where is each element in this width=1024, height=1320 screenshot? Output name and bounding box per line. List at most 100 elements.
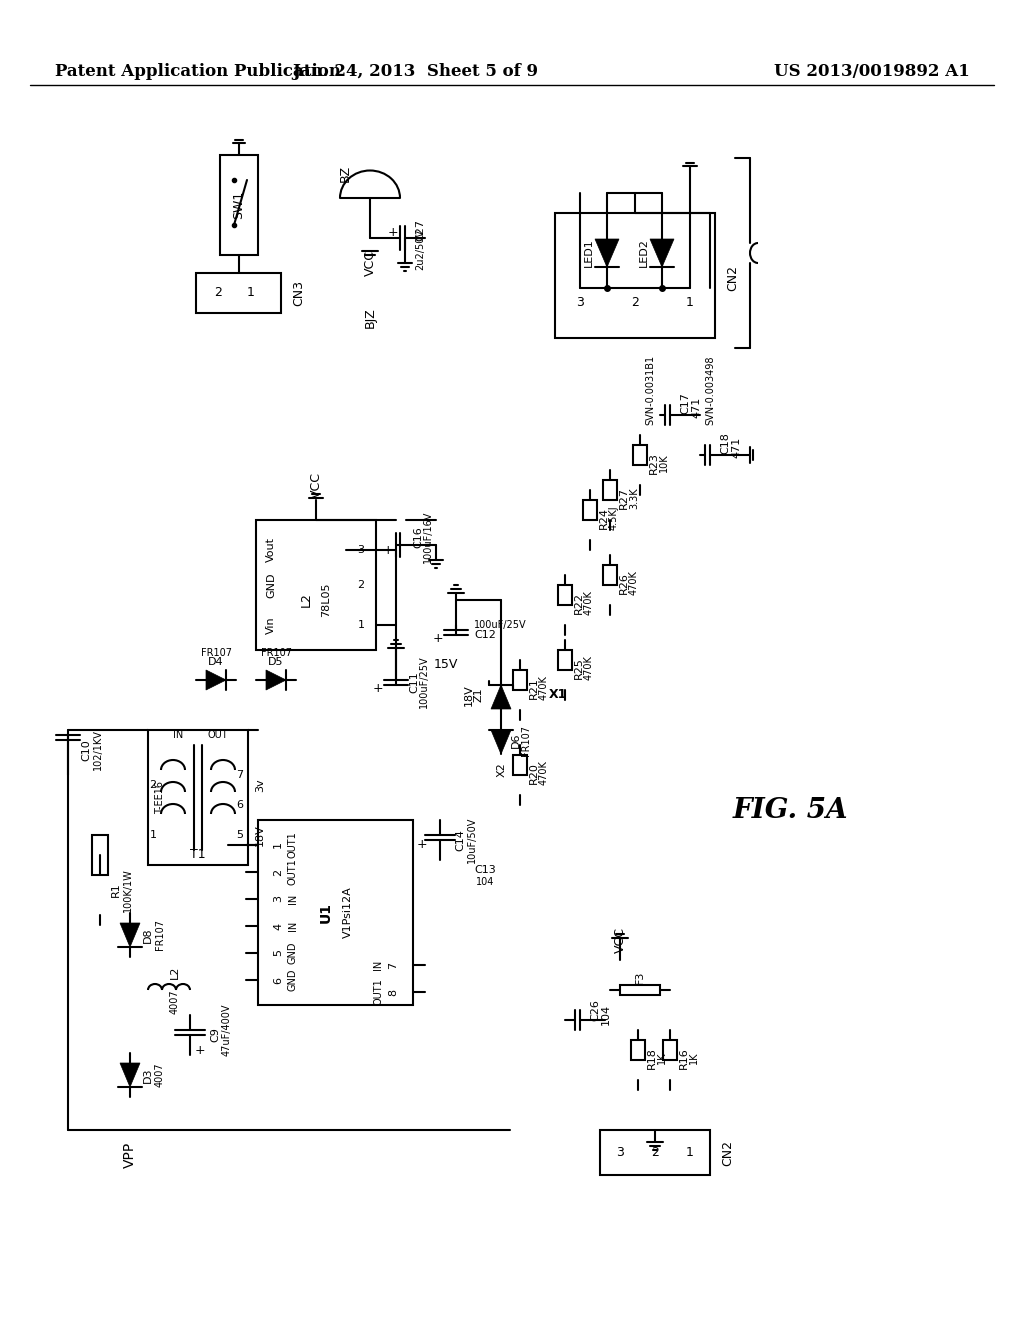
Bar xyxy=(633,445,647,465)
Text: 6: 6 xyxy=(273,977,283,983)
Text: 470K: 470K xyxy=(539,760,549,785)
Polygon shape xyxy=(120,1063,140,1086)
Text: SVN-0.0031B1: SVN-0.0031B1 xyxy=(645,355,655,425)
Text: D4: D4 xyxy=(208,657,224,667)
Text: CN2: CN2 xyxy=(722,1139,734,1166)
Text: X2: X2 xyxy=(497,763,507,777)
Text: 6: 6 xyxy=(237,800,244,810)
Text: FIG. 5A: FIG. 5A xyxy=(732,796,848,824)
Text: GND: GND xyxy=(288,941,298,964)
Bar xyxy=(558,649,572,671)
Text: VCC: VCC xyxy=(309,473,323,498)
Bar xyxy=(92,836,108,875)
Text: 4007: 4007 xyxy=(155,1063,165,1088)
Text: R24: R24 xyxy=(599,507,609,529)
Text: R26: R26 xyxy=(618,572,629,594)
Text: OUT1: OUT1 xyxy=(373,978,383,1006)
Text: 104: 104 xyxy=(476,876,495,887)
Text: GND: GND xyxy=(288,969,298,991)
Text: L2: L2 xyxy=(299,593,312,607)
Text: C14: C14 xyxy=(455,829,465,851)
Text: 470K: 470K xyxy=(584,656,594,680)
Polygon shape xyxy=(266,671,286,690)
Text: 1: 1 xyxy=(686,1146,694,1159)
Text: Patent Application Publication: Patent Application Publication xyxy=(55,63,341,81)
Bar xyxy=(620,985,660,995)
Text: 1: 1 xyxy=(686,297,694,309)
Text: +: + xyxy=(417,838,427,851)
Text: +: + xyxy=(383,544,393,557)
Text: D3: D3 xyxy=(143,1068,153,1082)
Text: IN: IN xyxy=(288,921,298,931)
Text: 100uF/25V: 100uF/25V xyxy=(419,656,429,709)
Text: OUT1: OUT1 xyxy=(288,858,298,886)
Text: 470K: 470K xyxy=(629,570,639,595)
Text: CN3: CN3 xyxy=(293,280,305,306)
Text: D5: D5 xyxy=(268,657,284,667)
Text: 471: 471 xyxy=(731,437,741,458)
Text: C13: C13 xyxy=(474,865,496,875)
Text: 1: 1 xyxy=(247,286,255,300)
Bar xyxy=(256,520,376,649)
Text: OUT1: OUT1 xyxy=(288,832,298,858)
Text: SVN-0.003498: SVN-0.003498 xyxy=(705,355,715,425)
Text: FR107: FR107 xyxy=(260,648,292,657)
Text: R25: R25 xyxy=(574,657,584,678)
Text: LED1: LED1 xyxy=(584,239,594,268)
Bar xyxy=(513,755,527,775)
Text: IN: IN xyxy=(173,730,183,741)
Text: R23: R23 xyxy=(649,451,659,474)
Bar xyxy=(603,565,617,585)
Bar xyxy=(148,730,248,865)
Text: BJZ: BJZ xyxy=(364,308,377,329)
Text: C17: C17 xyxy=(680,392,690,414)
Text: 3: 3 xyxy=(273,895,283,903)
Bar xyxy=(603,480,617,500)
Bar xyxy=(631,1040,645,1060)
Text: C10: C10 xyxy=(81,739,91,760)
Text: C11: C11 xyxy=(409,671,419,693)
Text: 100uF/25V: 100uF/25V xyxy=(474,620,526,630)
Text: L2: L2 xyxy=(170,965,180,978)
Text: VCC: VCC xyxy=(613,927,627,953)
Text: +: + xyxy=(195,1044,206,1056)
Text: 18V: 18V xyxy=(255,824,265,846)
Text: C12: C12 xyxy=(474,630,496,640)
Text: 7: 7 xyxy=(237,770,244,780)
Text: 1: 1 xyxy=(357,620,365,630)
Polygon shape xyxy=(490,685,511,709)
Text: 100K/1W: 100K/1W xyxy=(123,869,133,912)
Text: 10uF/50V: 10uF/50V xyxy=(467,817,477,863)
Text: LED2: LED2 xyxy=(639,239,649,268)
Text: R21: R21 xyxy=(529,677,539,698)
Text: VPP: VPP xyxy=(123,1142,137,1168)
Text: 2: 2 xyxy=(651,1146,658,1159)
Text: FR107: FR107 xyxy=(521,725,531,755)
Text: 102/1KV: 102/1KV xyxy=(93,730,103,771)
Text: FR107: FR107 xyxy=(201,648,231,657)
Text: 2u2/50V: 2u2/50V xyxy=(415,230,425,271)
Text: CN2: CN2 xyxy=(726,265,739,290)
Text: Vin: Vin xyxy=(266,616,276,634)
Text: D6: D6 xyxy=(511,733,521,747)
Text: 1K: 1K xyxy=(689,1052,699,1064)
Text: 3v: 3v xyxy=(255,779,265,792)
Text: T1: T1 xyxy=(190,849,206,862)
Polygon shape xyxy=(120,923,140,946)
Bar xyxy=(196,273,281,313)
Text: 3: 3 xyxy=(577,297,584,309)
Text: V1Psi12A: V1Psi12A xyxy=(342,887,352,939)
Text: 4: 4 xyxy=(273,923,283,929)
Bar xyxy=(555,213,715,338)
Text: 15V: 15V xyxy=(434,659,458,672)
Bar xyxy=(220,154,258,255)
Text: 100uF/16V: 100uF/16V xyxy=(423,511,433,564)
Text: 8: 8 xyxy=(388,989,398,995)
Text: Jan. 24, 2013  Sheet 5 of 9: Jan. 24, 2013 Sheet 5 of 9 xyxy=(292,63,538,81)
Text: R1: R1 xyxy=(111,883,121,898)
Text: 470K: 470K xyxy=(584,590,594,615)
Text: R16: R16 xyxy=(679,1047,689,1069)
Text: 470K: 470K xyxy=(539,676,549,701)
Text: C16: C16 xyxy=(413,527,423,548)
Text: 104: 104 xyxy=(601,1003,611,1024)
